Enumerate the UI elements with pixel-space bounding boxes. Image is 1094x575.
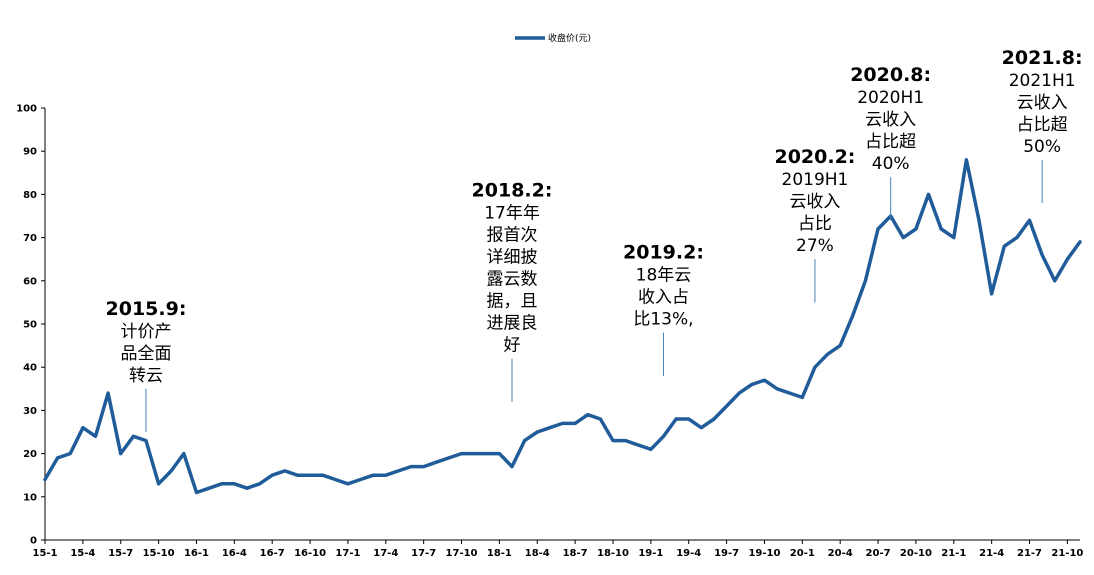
- x-tick-label: 20-7: [866, 548, 891, 559]
- annotation-line: 计价产: [120, 322, 171, 342]
- x-tick-label: 15-1: [32, 548, 57, 559]
- x-tick-label: 16-7: [260, 548, 285, 559]
- legend: 收盘价(元): [515, 32, 591, 44]
- y-tick-label: 40: [23, 363, 37, 374]
- price-line: [43, 158, 1082, 495]
- annotation-line: 18年云: [636, 266, 692, 286]
- y-tick-label: 90: [23, 147, 37, 158]
- annotation-line: 云收入: [865, 110, 916, 130]
- annotation-line: 50%: [1023, 137, 1061, 157]
- y-tick-label: 60: [23, 276, 37, 287]
- x-tick-label: 17-7: [411, 548, 436, 559]
- x-tick-label: 17-10: [446, 548, 478, 559]
- x-tick-label: 15-10: [143, 548, 175, 559]
- x-tick-label: 17-4: [373, 548, 398, 559]
- y-tick-label: 10: [23, 492, 37, 503]
- x-tick-label: 19-7: [714, 548, 739, 559]
- x-tick-label: 16-1: [184, 548, 209, 559]
- x-tick-label: 19-10: [748, 548, 780, 559]
- x-tick-label: 20-1: [790, 548, 815, 559]
- annotation-line: 据，且: [487, 292, 538, 312]
- y-tick-label: 20: [23, 449, 37, 460]
- annotation-line: 露云数: [487, 270, 538, 290]
- annotation-line: 转云: [129, 366, 163, 386]
- y-tick-label: 100: [16, 104, 37, 115]
- annotation-line: 进展良: [487, 314, 538, 334]
- annotation-line: 2019H1: [782, 170, 849, 190]
- x-tick-label: 15-7: [108, 548, 133, 559]
- x-tick-label: 21-10: [1051, 548, 1083, 559]
- x-tick-label: 19-4: [676, 548, 701, 559]
- x-tick-label: 15-4: [70, 548, 95, 559]
- annotation-line: 品全面: [120, 344, 171, 364]
- annotation-title: 2021.8:: [1002, 47, 1083, 69]
- annotation-title: 2015.9:: [106, 298, 187, 320]
- x-tick-label: 18-10: [597, 548, 629, 559]
- annotation-line: 2020H1: [857, 88, 924, 108]
- annotation-line: 云收入: [1017, 93, 1068, 113]
- annotation-line: 占比: [798, 214, 832, 234]
- series-layer: [43, 158, 1082, 495]
- annotation-line: 27%: [796, 236, 834, 256]
- annotation-title: 2019.2:: [623, 242, 704, 264]
- annotation-line: 报首次: [487, 226, 538, 246]
- y-tick-label: 70: [23, 233, 37, 244]
- annotation-title: 2020.8:: [850, 64, 931, 86]
- x-tick-label: 17-1: [335, 548, 360, 559]
- x-tick-label: 19-1: [638, 548, 663, 559]
- annotation-line: 40%: [872, 154, 910, 174]
- annotation-title: 2018.2:: [472, 180, 553, 202]
- axes: 0 10 20 30 40 50 60 70 80 90 100 15-1 15-4 15-7 15-10 1…: [16, 104, 1083, 560]
- annotation-line: 详细披: [487, 248, 538, 268]
- x-tick-label: 21-4: [979, 548, 1004, 559]
- x-tick-label: 16-10: [294, 548, 326, 559]
- annotation-line: 占比超: [865, 132, 916, 152]
- annotation-title: 2020.2:: [774, 146, 855, 168]
- legend-label: 收盘价(元): [548, 32, 591, 44]
- annotation-line: 好: [504, 336, 521, 356]
- annotation-line: 比13%,: [633, 310, 693, 330]
- annotation-line: 收入占: [638, 288, 689, 308]
- x-tick-label: 21-7: [1017, 548, 1042, 559]
- annotation-line: 17年年: [484, 204, 540, 224]
- y-tick-label: 80: [23, 190, 37, 201]
- annotation-line: 2021H1: [1009, 71, 1076, 91]
- x-tick-label: 20-10: [900, 548, 932, 559]
- x-tick-label: 16-4: [222, 548, 247, 559]
- y-tick-label: 0: [30, 536, 37, 547]
- x-tick-label: 18-1: [487, 548, 512, 559]
- x-tick-label: 20-4: [828, 548, 853, 559]
- y-tick-label: 30: [23, 406, 37, 417]
- annotation-line: 云收入: [789, 192, 840, 212]
- x-tick-label: 18-7: [563, 548, 588, 559]
- y-tick-label: 50: [23, 320, 37, 331]
- x-tick-label: 21-1: [941, 548, 966, 559]
- x-tick-label: 18-4: [525, 548, 550, 559]
- annotation-line: 占比超: [1017, 115, 1068, 135]
